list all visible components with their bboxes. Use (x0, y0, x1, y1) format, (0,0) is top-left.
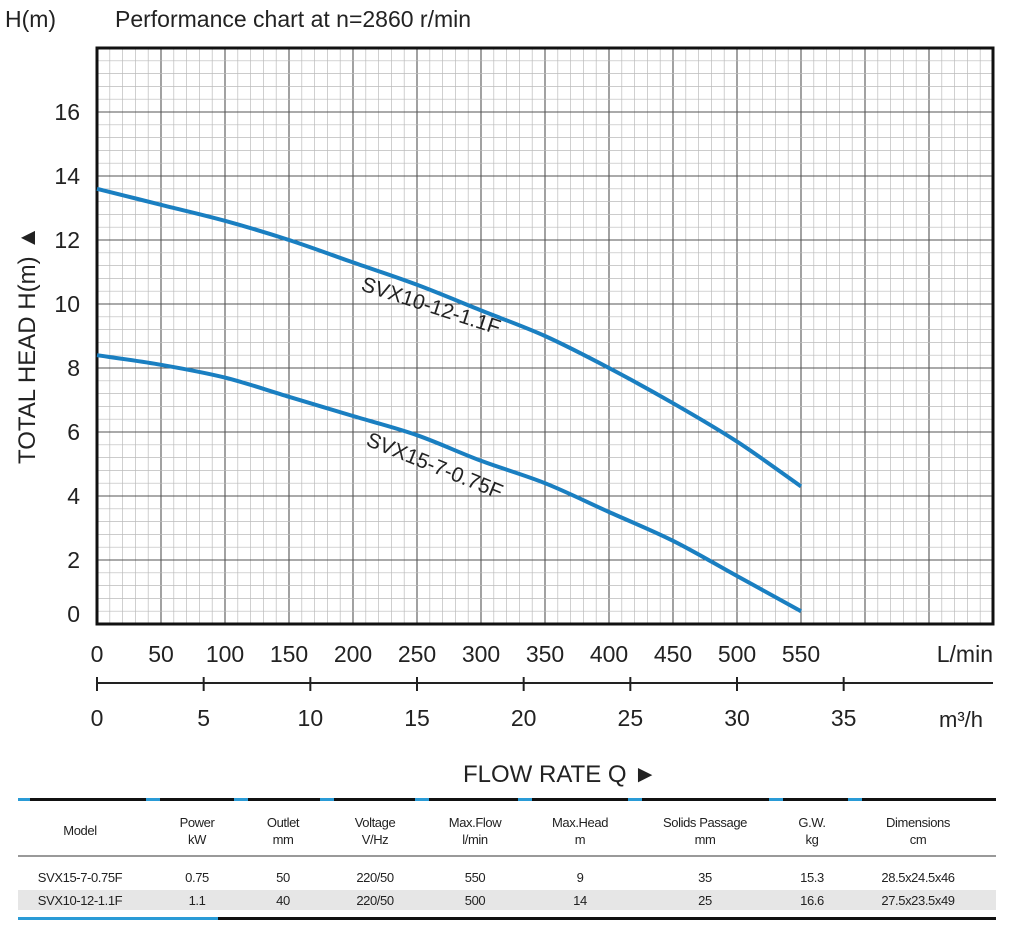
column-header: G.W. kg (798, 814, 826, 848)
x2-tick-label: 20 (511, 705, 537, 731)
table-cell: 220/50 (356, 893, 394, 908)
y-tick-label: 6 (67, 419, 80, 445)
column-header-line: V/Hz (361, 832, 389, 847)
x2-tick-label: 35 (831, 705, 857, 731)
table-cell: 25 (698, 893, 712, 908)
y-tick-label: 12 (54, 227, 80, 253)
x-axis-unit: L/min (937, 641, 993, 667)
column-header-line: l/min (462, 832, 488, 847)
column-header-line: mm (694, 832, 716, 847)
chart-title: Performance chart at n=2860 r/min (115, 6, 471, 32)
x2-tick-label: 25 (618, 705, 644, 731)
table-cell: 9 (576, 870, 584, 885)
x2-tick-label: 30 (724, 705, 750, 731)
x-tick-label: 350 (526, 641, 564, 667)
table-cell: 35 (698, 870, 712, 885)
column-header-line: Max.Flow (448, 815, 502, 830)
plot-frame (95, 46, 995, 626)
x-tick-label: 200 (334, 641, 372, 667)
x2-tick-label: 0 (91, 705, 104, 731)
x2-tick-label: 15 (404, 705, 430, 731)
column-header-line: Power (179, 815, 215, 830)
column-header: Dimensions cm (886, 814, 950, 848)
table-cell: SVX15-7-0.75F (37, 870, 123, 885)
column-header: Outlet mm (266, 814, 300, 848)
x-tick-label: 150 (270, 641, 308, 667)
column-header: Power kW (180, 814, 215, 848)
x-tick-label: 500 (718, 641, 756, 667)
column-header: Solids Passage mm (663, 814, 747, 848)
column-header-line: mm (272, 832, 294, 847)
y-tick-label: 16 (54, 99, 80, 125)
performance-chart: H(m) Performance chart at n=2860 r/min T… (5, 6, 995, 788)
column-header-line: Voltage (354, 815, 396, 830)
chart-y-unit: H(m) (5, 6, 56, 32)
column-header-line: kW (188, 832, 206, 847)
table-cell: 14 (573, 893, 587, 908)
column-header-line: Dimensions (886, 815, 950, 830)
y-tick-label: 14 (54, 163, 80, 189)
x-tick-label: 0 (91, 641, 104, 667)
table-cell: 28.5x24.5x46 (881, 870, 955, 885)
x2-tick-label: 10 (298, 705, 324, 731)
y-tick-label: 10 (54, 291, 80, 317)
column-header-line: Outlet (266, 815, 300, 830)
series-line-svx10-12-1.1f (96, 186, 803, 489)
column-header-line: Solids Passage (662, 815, 748, 830)
table-cell: 500 (464, 893, 486, 908)
column-header: Max.Head m (552, 814, 608, 848)
x-tick-label: 50 (148, 641, 174, 667)
x-tick-label: 400 (590, 641, 628, 667)
x2-axis-unit: m³/h (939, 707, 983, 732)
series-label: SVX15-7-0.75F (363, 428, 506, 504)
x-tick-label: 250 (398, 641, 436, 667)
x-axis-label: FLOW RATE Q ► (463, 761, 657, 788)
x-tick-label: 300 (462, 641, 500, 667)
table-cell: 40 (276, 893, 290, 908)
column-header: Model (63, 822, 97, 839)
column-header: Voltage V/Hz (355, 814, 396, 848)
column-header-line: kg (805, 832, 819, 847)
table-cell: SVX10-12-1.1F (37, 893, 123, 908)
column-header-line: cm (909, 832, 927, 847)
y-tick-label: 4 (67, 483, 80, 509)
column-header-line: G.W. (798, 815, 826, 830)
x-tick-label: 100 (206, 641, 244, 667)
column-header-line: Max.Head (551, 815, 609, 830)
series-line-svx15-7-0.75f (96, 353, 802, 613)
x-tick-label: 450 (654, 641, 692, 667)
column-header-line: m (574, 832, 586, 847)
table-cell: 550 (464, 870, 486, 885)
table-cell: 0.75 (185, 870, 209, 885)
y-tick-label: 0 (67, 601, 80, 627)
table-cell: 1.1 (188, 893, 206, 908)
table-cell: 50 (276, 870, 290, 885)
y-axis-label: TOTAL HEAD H(m) ▲ (14, 226, 41, 464)
table-cell: 220/50 (356, 870, 394, 885)
column-header: Max.Flow l/min (448, 814, 502, 848)
column-header-line: Model (63, 823, 97, 838)
x-tick-label: 550 (782, 641, 820, 667)
table-cell: 16.6 (800, 893, 824, 908)
y-tick-label: 8 (67, 355, 80, 381)
table-cell: 27.5x23.5x49 (881, 893, 955, 908)
table-rules (18, 798, 996, 920)
table-cell: 15.3 (800, 870, 824, 885)
y-tick-label: 2 (67, 547, 80, 573)
x2-tick-label: 5 (197, 705, 210, 731)
